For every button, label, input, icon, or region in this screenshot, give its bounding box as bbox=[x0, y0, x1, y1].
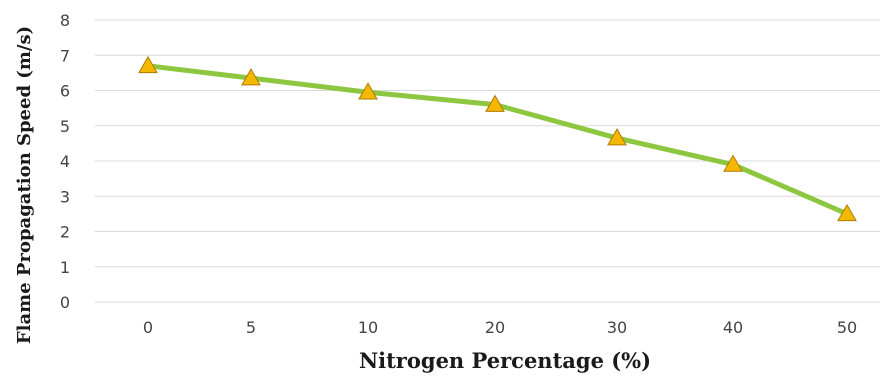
series-line bbox=[145, 63, 850, 217]
y-tick-label: 0 bbox=[60, 293, 70, 312]
y-tick-label: 7 bbox=[60, 46, 70, 65]
x-axis-title: Nitrogen Percentage (%) bbox=[359, 348, 651, 373]
y-tick-label: 8 bbox=[60, 11, 70, 30]
y-tick-label: 1 bbox=[60, 258, 70, 277]
y-tick-label: 2 bbox=[60, 223, 70, 242]
data-point-marker bbox=[607, 128, 627, 146]
series-group bbox=[138, 55, 857, 222]
x-tick-label: 30 bbox=[607, 318, 627, 337]
data-point-marker bbox=[241, 68, 261, 86]
x-tick-label: 50 bbox=[837, 318, 857, 337]
x-tick-labels: 0 5 10 20 30 40 50 bbox=[143, 318, 857, 337]
x-tick-label: 40 bbox=[723, 318, 743, 337]
y-axis-title: Flame Propagation Speed (m/s) bbox=[14, 26, 35, 344]
x-tick-label: 0 bbox=[143, 318, 153, 337]
y-tick-label: 3 bbox=[60, 187, 70, 206]
data-point-marker bbox=[138, 55, 158, 74]
data-point-marker bbox=[485, 94, 505, 112]
y-tick-labels: 0 1 2 3 4 5 6 7 8 bbox=[60, 11, 70, 312]
data-point-marker bbox=[723, 154, 743, 172]
data-point-marker bbox=[837, 203, 857, 222]
y-tick-label: 6 bbox=[60, 82, 70, 101]
x-tick-label: 20 bbox=[485, 318, 505, 337]
x-tick-label: 5 bbox=[246, 318, 256, 337]
y-tick-label: 4 bbox=[60, 152, 70, 171]
gridlines bbox=[95, 19, 880, 303]
x-tick-label: 10 bbox=[358, 318, 378, 337]
data-point-marker bbox=[358, 82, 378, 100]
y-tick-label: 5 bbox=[60, 117, 70, 136]
